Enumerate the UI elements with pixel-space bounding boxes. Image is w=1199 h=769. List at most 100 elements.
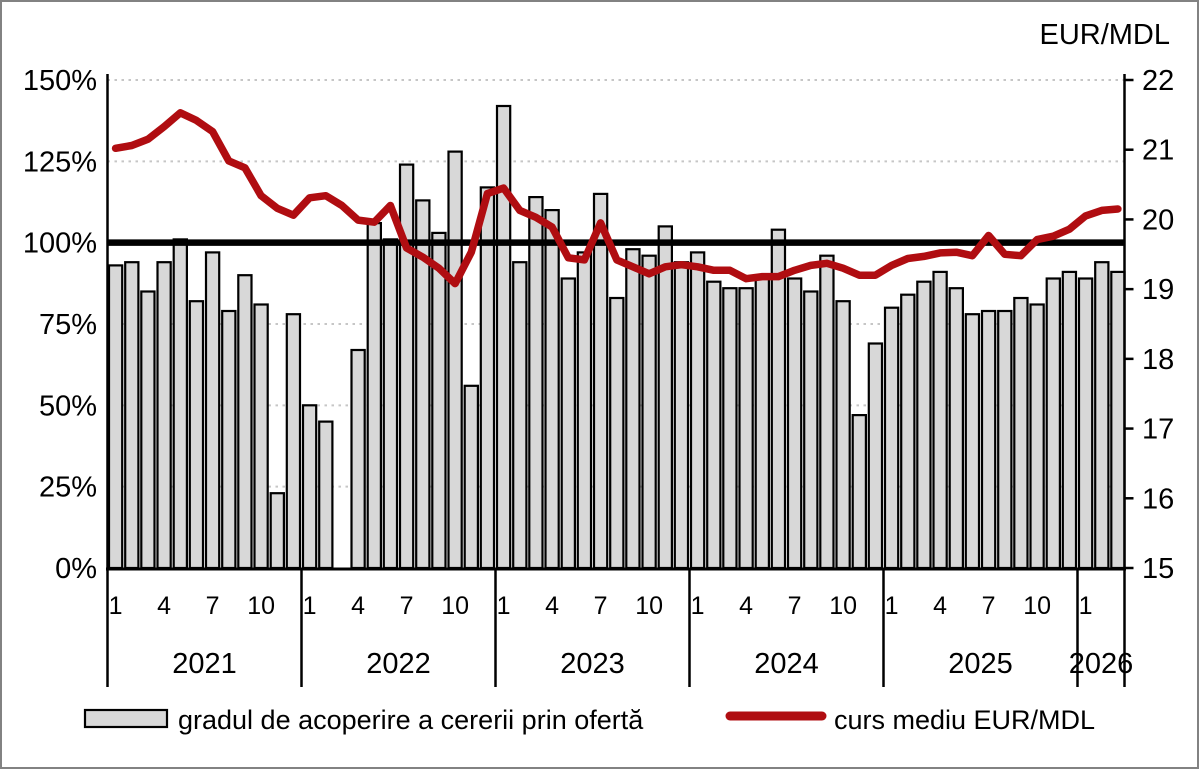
bar-2025-m1 <box>883 306 900 570</box>
bar-2022-m10 <box>447 150 463 570</box>
month-tick-label: 10 <box>441 592 469 620</box>
bar-2024-m1 <box>689 251 706 570</box>
bar-2022-m11 <box>463 384 480 570</box>
bar-2021-m6 <box>188 300 205 570</box>
bars-layer <box>107 104 1126 570</box>
bar-2025-m12 <box>1061 270 1078 570</box>
month-tick-label: 4 <box>157 592 171 620</box>
bar-2024-m10 <box>835 300 851 570</box>
bar-2025-m3 <box>916 280 932 570</box>
bar-2022-m2 <box>318 420 334 570</box>
bar-2021-m1 <box>107 264 124 570</box>
bar-2024-m5 <box>754 277 771 570</box>
bar-2021-m11 <box>269 492 286 570</box>
year-label: 2026 <box>1069 648 1134 680</box>
bar-2022-m1 <box>301 404 318 570</box>
bar-2023-m1 <box>495 104 512 570</box>
bar-2025-m7 <box>980 309 997 570</box>
month-tick-label: 7 <box>206 592 220 620</box>
bar-2023-m2 <box>512 261 528 570</box>
month-tick-label: 10 <box>635 592 663 620</box>
bar-2022-m5 <box>366 222 383 570</box>
axes-layer <box>106 74 1134 687</box>
bar-2024-m12 <box>867 342 884 570</box>
bar-2021-m3 <box>140 290 156 570</box>
bar-2023-m9 <box>625 248 641 570</box>
right-axis-tick-label: 18 <box>1142 344 1174 376</box>
bar-2024-m2 <box>706 280 722 570</box>
month-tick-label: 7 <box>400 592 414 620</box>
month-tick-label: 4 <box>739 592 753 620</box>
bar-2025-m10 <box>1029 303 1045 570</box>
bar-2024-m8 <box>803 290 819 570</box>
bar-2021-m7 <box>204 251 221 570</box>
month-tick-label: 10 <box>829 592 857 620</box>
bar-2023-m7 <box>592 192 609 570</box>
bar-2023-m3 <box>528 196 544 570</box>
right-axis-tick-label: 17 <box>1142 414 1174 446</box>
left-axis-tick-label: 100% <box>23 228 97 260</box>
bar-2023-m11 <box>657 225 674 570</box>
bar-2024-m3 <box>722 287 738 570</box>
bar-2023-m8 <box>609 296 625 570</box>
left-axis-tick-label: 0% <box>55 553 97 585</box>
right-axis-tick-label: 20 <box>1142 204 1174 236</box>
month-tick-label: 10 <box>1023 592 1051 620</box>
right-axis-tick-label: 21 <box>1142 135 1174 167</box>
bar-2026-m3 <box>1110 270 1126 570</box>
bar-2021-m9 <box>237 274 253 570</box>
bar-2021-m8 <box>221 309 237 570</box>
bar-2024-m7 <box>786 277 803 570</box>
month-tick-label: 7 <box>788 592 802 620</box>
bar-2025-m9 <box>1013 296 1029 570</box>
right-axis-tick-label: 15 <box>1142 553 1174 585</box>
month-tick-label: 1 <box>691 592 705 620</box>
bar-2023-m12 <box>673 261 690 570</box>
right-axis-title: EUR/MDL <box>1039 19 1170 51</box>
bar-2025-m11 <box>1045 277 1061 570</box>
bar-2021-m10 <box>253 303 269 570</box>
bar-2024-m9 <box>819 254 835 570</box>
bar-2021-m4 <box>156 261 172 570</box>
bar-2022-m6 <box>382 238 399 570</box>
bar-2025-m4 <box>932 270 948 570</box>
bar-2023-m6 <box>576 251 593 570</box>
right-axis-tick-label: 22 <box>1142 65 1174 97</box>
left-axis-tick-label: 75% <box>39 309 97 341</box>
bar-2025-m2 <box>900 293 916 570</box>
year-label: 2021 <box>172 648 237 680</box>
bar-2025-m5 <box>948 287 965 570</box>
bar-2023-m5 <box>560 277 577 570</box>
year-label: 2022 <box>366 648 431 680</box>
right-axis-tick-label: 16 <box>1142 483 1174 515</box>
left-axis-tick-label: 25% <box>39 472 97 504</box>
bar-2024-m4 <box>738 287 754 570</box>
month-tick-label: 7 <box>594 592 608 620</box>
bar-2024-m6 <box>770 228 787 570</box>
year-label: 2023 <box>560 648 625 680</box>
bar-2025-m6 <box>964 313 981 570</box>
right-axis-tick-label: 19 <box>1142 274 1174 306</box>
bar-2022-m4 <box>350 348 366 570</box>
month-tick-label: 10 <box>247 592 275 620</box>
bar-2026-m1 <box>1077 277 1094 570</box>
month-tick-label: 4 <box>933 592 947 620</box>
legend-line-label: curs mediu EUR/MDL <box>834 705 1095 735</box>
bar-2022-m9 <box>431 231 447 570</box>
bar-2023-m10 <box>641 254 657 570</box>
eur-line-layer <box>111 109 1122 288</box>
left-axis-tick-label: 150% <box>23 65 97 97</box>
month-tick-label: 1 <box>303 592 317 620</box>
bar-2022-m7 <box>398 163 415 570</box>
bar-2021-m12 <box>285 313 302 570</box>
axis-labels-layer: 15161718192021220%25%50%75%100%125%150%1… <box>23 65 1174 680</box>
bar-2025-m8 <box>997 309 1013 570</box>
month-tick-label: 4 <box>351 592 365 620</box>
year-label: 2025 <box>948 648 1013 680</box>
month-tick-label: 1 <box>109 592 123 620</box>
month-tick-label: 1 <box>497 592 511 620</box>
month-tick-label: 1 <box>1079 592 1093 620</box>
year-label: 2024 <box>754 648 819 680</box>
legend-bar-swatch <box>83 708 169 729</box>
